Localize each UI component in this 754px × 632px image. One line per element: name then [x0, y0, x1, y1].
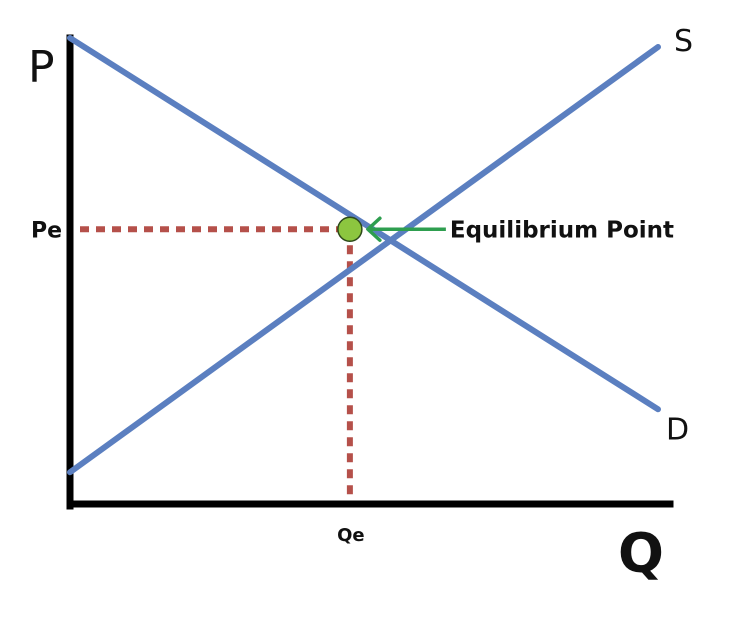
annotation-arrow: [366, 216, 446, 242]
x-axis-label: Q: [618, 522, 664, 585]
demand-curve-label: D: [666, 412, 689, 447]
equilibrium-annotation: Equilibrium Point: [450, 217, 674, 243]
demand-curve: [67, 35, 661, 413]
equilibrium-point-marker: [337, 216, 363, 242]
x-tick-label-qe: Qe: [337, 525, 365, 546]
supply-curve: [67, 44, 661, 476]
y-tick-label-pe: Pe: [31, 218, 62, 243]
y-axis-label: P: [28, 42, 55, 93]
supply-curve-label: S: [674, 24, 693, 59]
